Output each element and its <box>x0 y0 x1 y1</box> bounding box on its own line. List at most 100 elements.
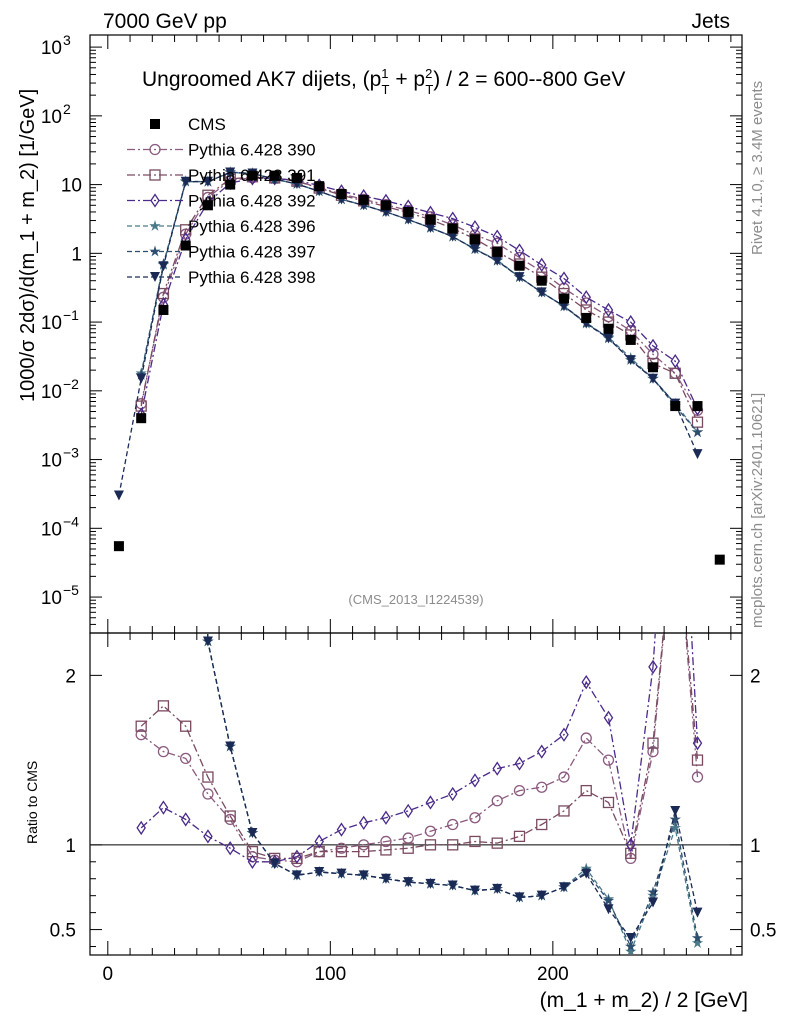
data-point <box>670 501 680 511</box>
data-point <box>558 805 570 817</box>
data-point <box>447 223 458 234</box>
data-point <box>469 244 480 255</box>
data-point <box>670 401 681 412</box>
data-point <box>603 904 614 915</box>
y-tick-label: 10 <box>41 107 62 128</box>
ratio-y-tick-label: 1 <box>65 836 76 857</box>
y-tick-exponent: −5 <box>63 582 79 598</box>
data-point <box>291 870 302 881</box>
data-point <box>203 829 213 844</box>
legend-entry: Pythia 6.428 390 <box>127 141 316 160</box>
data-point <box>424 825 437 837</box>
data-point <box>224 810 236 822</box>
data-point <box>648 659 658 675</box>
x-tick-label: 100 <box>314 964 346 985</box>
data-point <box>149 169 161 181</box>
y-tick-label: 10 <box>41 451 62 472</box>
data-point <box>314 834 324 849</box>
data-point <box>136 413 147 424</box>
data-point <box>180 240 191 251</box>
ratio-y-axis-label: Ratio to CMS <box>24 761 40 844</box>
title-sub2: T <box>425 82 433 97</box>
main-plot-area <box>113 166 725 565</box>
side-text-rivet: Rivet 4.1.0, ≥ 3.4M events <box>749 81 766 255</box>
data-point <box>625 933 636 944</box>
data-point <box>559 727 569 742</box>
legend-label: CMS <box>188 115 226 134</box>
data-point <box>135 729 147 741</box>
data-point <box>536 744 547 759</box>
data-point <box>136 330 147 341</box>
data-point <box>135 720 147 732</box>
data-point <box>336 822 347 837</box>
data-point <box>269 858 280 869</box>
y-tick-label: 10 <box>41 313 62 334</box>
data-point <box>180 720 192 732</box>
data-point <box>358 815 369 830</box>
data-point <box>469 234 480 245</box>
data-point <box>603 333 614 344</box>
data-point <box>380 835 392 848</box>
ratio-series-line <box>207 634 699 940</box>
data-point <box>514 892 525 903</box>
data-point <box>647 886 659 898</box>
data-point <box>247 170 258 181</box>
ratio-y-tick-label: 2 <box>65 666 76 687</box>
data-point <box>603 302 614 318</box>
data-point <box>380 200 391 211</box>
data-point <box>403 206 414 217</box>
data-point <box>157 745 170 758</box>
data-point <box>558 882 569 893</box>
data-point <box>425 214 436 225</box>
data-point <box>314 866 325 877</box>
data-point <box>669 813 681 825</box>
data-point <box>470 773 480 788</box>
legend-label: Pythia 6.428 392 <box>188 192 316 211</box>
legend-label: Pythia 6.428 398 <box>188 268 316 287</box>
data-point <box>358 870 369 881</box>
data-point <box>149 220 161 231</box>
data-point <box>647 897 658 908</box>
data-point <box>247 827 258 838</box>
data-point <box>157 700 170 712</box>
data-point <box>692 449 703 460</box>
data-point <box>581 674 592 690</box>
data-point <box>492 883 503 894</box>
ratio-series-line <box>140 634 699 863</box>
legend-label: Pythia 6.428 390 <box>188 141 316 160</box>
data-point <box>202 636 213 647</box>
title-plus: + p <box>389 68 425 91</box>
data-point <box>202 788 214 800</box>
data-point <box>670 501 680 511</box>
ratio-y-tick-label-right: 0.5 <box>750 921 776 942</box>
data-point <box>380 844 392 856</box>
title-tail: ) / 2 = 600--800 GeV <box>433 68 625 91</box>
data-point <box>225 167 236 178</box>
data-point <box>225 179 236 190</box>
data-point <box>625 334 636 345</box>
data-point <box>625 314 636 330</box>
data-point <box>513 784 526 797</box>
data-point <box>536 257 547 273</box>
y-tick-label: 10 <box>41 519 62 540</box>
data-point <box>470 220 480 235</box>
y-tick-exponent: −3 <box>63 445 79 461</box>
data-point <box>403 803 413 819</box>
ratio-panel-frame <box>89 632 743 956</box>
data-point <box>425 222 436 233</box>
series-line <box>140 171 698 433</box>
data-point <box>492 255 503 266</box>
y-tick-label: 10 <box>41 38 62 59</box>
data-point <box>336 188 347 199</box>
side-text-mcplots: mcplots.cern.ch [arXiv:2401.10621] <box>749 393 766 628</box>
data-point <box>647 348 659 360</box>
data-point <box>447 786 458 802</box>
data-point <box>670 805 681 816</box>
data-point <box>150 193 160 208</box>
data-point <box>149 143 161 156</box>
data-point <box>581 290 592 305</box>
data-point <box>514 260 525 271</box>
data-point <box>202 771 214 783</box>
data-point <box>580 784 592 797</box>
data-point <box>580 297 592 309</box>
